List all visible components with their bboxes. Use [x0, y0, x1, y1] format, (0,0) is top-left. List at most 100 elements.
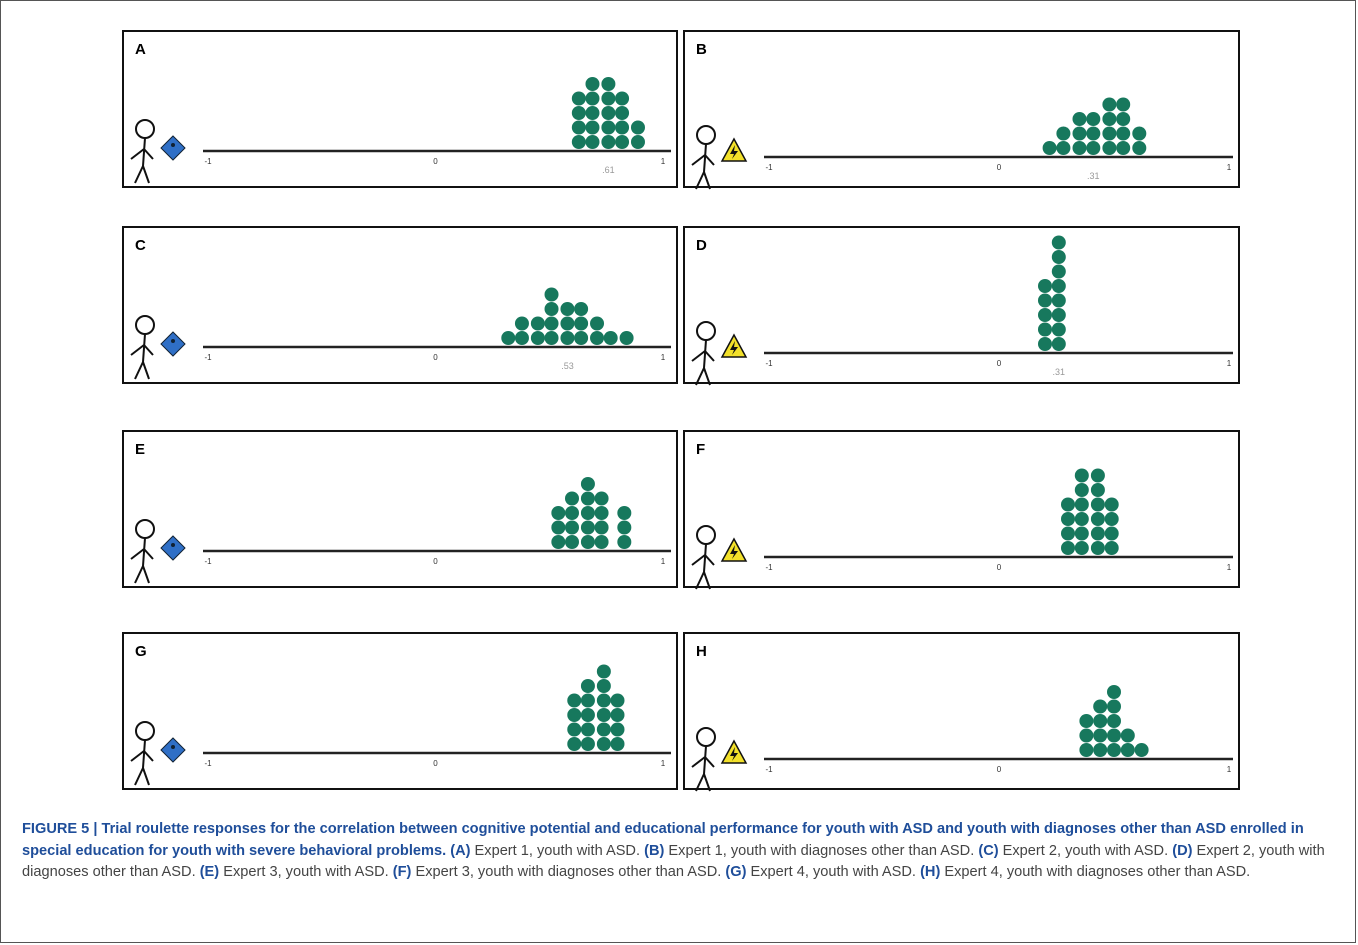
chip [574, 302, 588, 316]
caption-text: Expert 1, youth with diagnoses other tha… [668, 843, 974, 859]
chip [1091, 512, 1105, 526]
stick-head [136, 120, 154, 138]
chip [590, 331, 604, 345]
chip [545, 288, 559, 302]
chip [515, 317, 529, 331]
chip [1132, 141, 1146, 155]
axis-tick-label: 0 [433, 759, 438, 768]
chip [565, 521, 579, 535]
panel-letter: G [135, 643, 147, 660]
asd-icon-dot [171, 339, 175, 343]
chip [620, 331, 634, 345]
chip [572, 106, 586, 120]
chip [567, 694, 581, 708]
chip [597, 723, 611, 737]
chip [1091, 498, 1105, 512]
axis-tick-label: -1 [204, 353, 212, 362]
axis-tick-label: 0 [997, 359, 1002, 368]
chip [611, 708, 625, 722]
stick-body [692, 746, 714, 791]
caption-label: (G) [725, 864, 746, 880]
chip [545, 331, 559, 345]
chip [1086, 141, 1100, 155]
chip [1121, 743, 1135, 757]
chip [560, 331, 574, 345]
chip [1056, 127, 1070, 141]
chip [601, 106, 615, 120]
axis-tick-label: 0 [433, 353, 438, 362]
stick-body [131, 740, 153, 785]
panel: H-101 [684, 633, 1239, 791]
caption-label: (D) [1172, 843, 1192, 859]
chip [565, 492, 579, 506]
chip [1116, 98, 1130, 112]
chip [597, 665, 611, 679]
chip [615, 121, 629, 135]
chip [590, 317, 604, 331]
caption-label: (C) [978, 843, 998, 859]
handwritten-note: .31 [1087, 171, 1100, 181]
chip [574, 317, 588, 331]
caption-label: (E) [200, 864, 219, 880]
chip [615, 92, 629, 106]
panel-letter: B [696, 41, 707, 58]
chip [545, 302, 559, 316]
chip [585, 121, 599, 135]
axis-tick-label: 1 [1227, 359, 1232, 368]
chip [1107, 685, 1121, 699]
caption: FIGURE 5 | Trial roulette responses for … [22, 819, 1340, 884]
chip [597, 708, 611, 722]
chip [1038, 337, 1052, 351]
chip [581, 694, 595, 708]
chip [581, 708, 595, 722]
stick-head [697, 526, 715, 544]
axis-tick-label: -1 [765, 563, 773, 572]
chip [1073, 127, 1087, 141]
stick-body [692, 544, 714, 589]
asd-icon [161, 536, 185, 560]
chip [1105, 512, 1119, 526]
chip [572, 92, 586, 106]
axis-tick-label: 1 [661, 759, 666, 768]
panel: D-101.31 [684, 227, 1239, 385]
chip [585, 92, 599, 106]
chip [1121, 729, 1135, 743]
asd-icon-dot [171, 745, 175, 749]
chip [595, 492, 609, 506]
stick-head [136, 520, 154, 538]
chip [617, 535, 631, 549]
panel-letter: E [135, 441, 145, 458]
chip [581, 535, 595, 549]
chip [585, 106, 599, 120]
chip [1052, 265, 1066, 279]
chip [1093, 729, 1107, 743]
chip [1075, 527, 1089, 541]
chip [1105, 527, 1119, 541]
chip [1086, 127, 1100, 141]
chip [1116, 141, 1130, 155]
chip [1107, 700, 1121, 714]
chip [1073, 141, 1087, 155]
chip [1052, 236, 1066, 250]
chip [1038, 323, 1052, 337]
caption-text: Expert 2, youth with ASD. [1003, 843, 1168, 859]
chip [567, 737, 581, 751]
chip [597, 737, 611, 751]
chip [1056, 141, 1070, 155]
panel-letter: H [696, 643, 707, 660]
chip [617, 521, 631, 535]
chip [585, 135, 599, 149]
asd-icon-dot [171, 143, 175, 147]
chip [1038, 294, 1052, 308]
asd-icon [161, 738, 185, 762]
chip [1105, 541, 1119, 555]
chip [581, 521, 595, 535]
handwritten-note: .31 [1053, 367, 1066, 377]
stick-body [131, 138, 153, 183]
chip [1052, 279, 1066, 293]
chip [601, 92, 615, 106]
caption-text: Expert 4, youth with ASD. [751, 864, 916, 880]
